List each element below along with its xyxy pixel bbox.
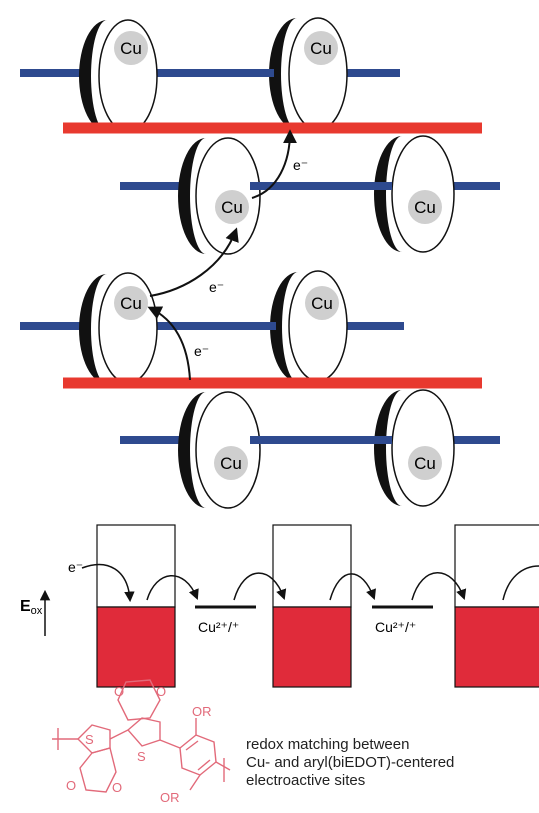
or-group-label: OR	[160, 790, 180, 805]
hop-arrow	[81, 563, 135, 603]
cu-label: Cu	[414, 198, 436, 217]
cu-label: Cu	[220, 454, 242, 473]
electron-arrow	[147, 306, 191, 381]
cu-atom	[214, 446, 248, 480]
caption: redox matching between Cu- and aryl(biED…	[246, 736, 539, 790]
cu-atom	[305, 286, 339, 320]
cu-atom	[114, 286, 148, 320]
electron-label: e⁻	[194, 343, 209, 359]
macrocycle: Cu	[270, 270, 348, 382]
cu-couple-label: Cu²⁺/⁺	[198, 619, 239, 635]
hop-arrow	[502, 565, 539, 601]
caption-line-3: electroactive sites	[246, 772, 366, 789]
band-filled	[272, 606, 352, 688]
caption-line-1: redox matching between	[246, 736, 410, 753]
rotaxane-row-2: Cu Cu	[120, 135, 500, 255]
cu-couple-label: Cu²⁺/⁺	[375, 619, 416, 635]
chain-bond	[215, 761, 231, 771]
cu-atom	[114, 31, 148, 65]
rotaxane-row-1: Cu Cu	[20, 17, 400, 133]
biedot-molecule: S O O S O O OR OR	[52, 679, 231, 805]
macrocycle: Cu	[178, 137, 261, 255]
electron-label: e⁻	[209, 279, 224, 295]
chain-bond	[159, 739, 181, 749]
aryl-inner-bond	[197, 759, 211, 771]
cu-label: Cu	[311, 294, 333, 313]
hop-arrow	[146, 575, 199, 601]
energy-diagram: Eox Cu²⁺/⁺ Cu²⁺/⁺ e⁻	[20, 524, 539, 688]
band-filled	[96, 606, 176, 688]
hop-arrow	[329, 573, 376, 601]
rotaxane-row-4: Cu Cu	[120, 389, 500, 509]
dioxane-ring	[79, 747, 117, 793]
cu-atom	[408, 446, 442, 480]
macrocycle: Cu	[79, 19, 158, 133]
dioxane-ring	[117, 679, 161, 721]
band-empty	[454, 524, 539, 608]
cu-atom	[408, 190, 442, 224]
band-filled	[454, 606, 539, 688]
cu-label: Cu	[221, 198, 243, 217]
ring-front	[270, 272, 298, 382]
thiophene-ring	[127, 717, 161, 747]
chain-bond	[109, 729, 129, 740]
ring-front	[374, 390, 402, 506]
cu-atom	[215, 190, 249, 224]
macrocycle: Cu	[178, 391, 261, 509]
ring-front	[178, 392, 206, 508]
electron-label: e⁻	[293, 157, 308, 173]
cu-label: Cu	[310, 39, 332, 58]
electron-arrow	[251, 129, 297, 199]
rotaxane-row-3: Cu Cu	[20, 270, 404, 384]
cu-label: Cu	[120, 294, 142, 313]
sulfur-atom: S	[85, 732, 94, 747]
aryl-inner-bond	[185, 740, 199, 751]
ring-front	[178, 138, 206, 254]
oxygen-atom: O	[156, 684, 166, 699]
sulfur-atom: S	[137, 749, 146, 764]
macrocycle: Cu	[269, 17, 348, 131]
macrocycle: Cu	[374, 135, 455, 253]
electron-label: e⁻	[68, 559, 83, 575]
cu-label: Cu	[414, 454, 436, 473]
ring-front	[79, 274, 107, 384]
polymer-stack: Cu Cu Cu	[20, 17, 500, 509]
oxygen-atom: O	[114, 684, 124, 699]
hop-arrow	[411, 572, 467, 601]
or-group-label: OR	[192, 704, 212, 719]
ring-front	[269, 18, 297, 130]
band-empty	[272, 524, 352, 608]
macrocycle: Cu	[374, 389, 455, 507]
ring-front	[374, 136, 402, 252]
oxygen-atom: O	[112, 780, 122, 795]
or-bond	[189, 774, 201, 791]
ring-front	[79, 20, 107, 132]
oxygen-atom: O	[66, 778, 76, 793]
macrocycle: Cu	[79, 272, 158, 384]
electron-arrow	[149, 227, 239, 297]
cu-atom	[304, 31, 338, 65]
cu-label: Cu	[120, 39, 142, 58]
hop-arrow	[233, 572, 287, 601]
eox-label: Eox	[20, 598, 43, 617]
caption-line-2: Cu- and aryl(biEDOT)-centered	[246, 754, 455, 771]
